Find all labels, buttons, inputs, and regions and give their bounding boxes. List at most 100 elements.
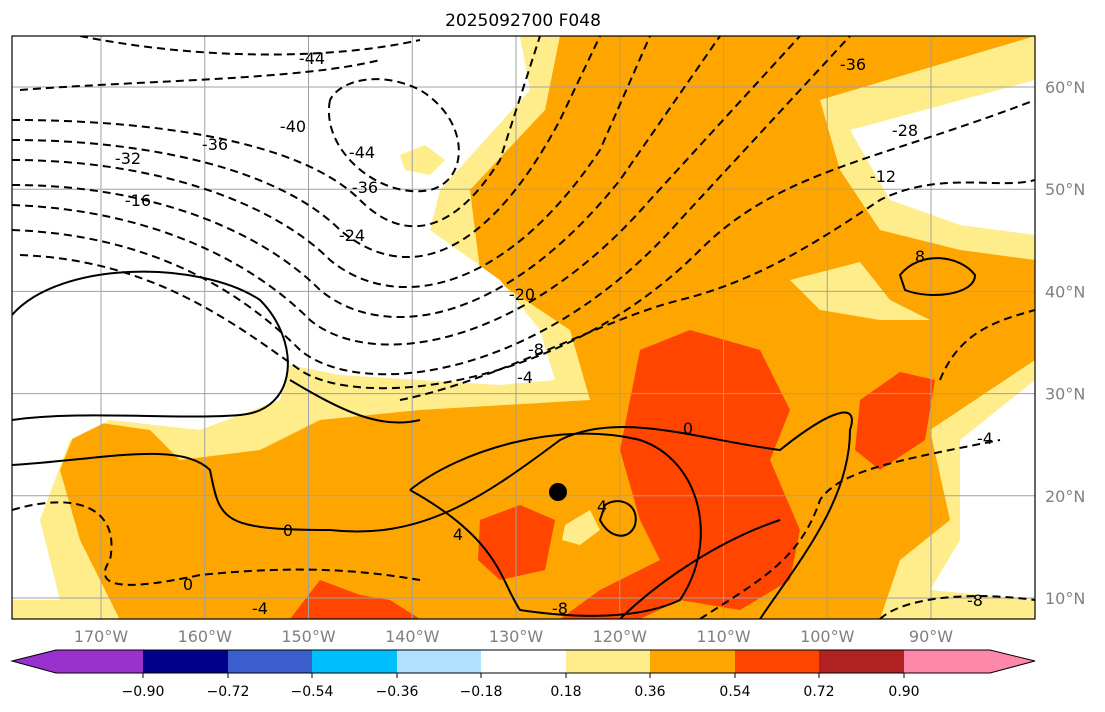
contour-label: -8 [552, 599, 568, 618]
colorbar-swatch [397, 650, 481, 673]
contour-dashed [327, 78, 460, 193]
contour-label: 0 [283, 521, 293, 540]
colorbar-swatch [650, 650, 735, 673]
contour-solid [898, 257, 977, 296]
contour-label: -28 [892, 121, 918, 140]
map-area: -44-40-44-36-32-16-36-24-20-8-4-36-28-12… [12, 36, 1035, 619]
colorbar-extend-min [12, 650, 143, 673]
contour-label: -8 [528, 340, 544, 359]
contour-label: -4 [252, 599, 268, 618]
contour-label: -44 [349, 143, 375, 162]
contour-dashed [12, 501, 421, 586]
contour-dashed [19, 59, 381, 91]
shading-white-se [930, 380, 1035, 600]
shading-red-south [290, 580, 420, 619]
colorbar-tick-label: 0.36 [634, 684, 665, 700]
contour-label: -44 [299, 49, 325, 68]
lon-tick-label: 120°W [593, 627, 648, 646]
lat-tick-label: 40°N [1045, 282, 1085, 301]
contour-label: -4 [517, 368, 533, 387]
contour-dashed [12, 36, 851, 376]
colorbar-swatch [228, 650, 312, 673]
colorbar: −0.90 −0.72 −0.54 −0.36 −0.18 0.18 0.36 0.54 0.7… [10, 649, 1036, 700]
contour-solid [598, 500, 637, 537]
contour-label: -36 [840, 55, 866, 74]
colorbar-swatch [566, 650, 650, 673]
lon-tick-label: 150°W [281, 627, 336, 646]
colorbar-tick-label: 0.18 [550, 684, 581, 700]
shading-yellow-patch [562, 510, 600, 545]
colorbar-tick-label: 0.72 [803, 684, 834, 700]
contour-dashed [12, 36, 601, 258]
colorbar-swatch [735, 650, 819, 673]
map-frame [11, 35, 1036, 620]
contour-label: 8 [915, 247, 925, 266]
colorbar-tick-label: −0.18 [460, 684, 503, 700]
colorbar-tick-label: 0.54 [719, 684, 750, 700]
colorbar-swatch [143, 650, 228, 673]
colorbar-outline [10, 649, 1036, 674]
contour-label: -24 [339, 226, 365, 245]
shading-red-mexico [560, 330, 800, 619]
contour-dashed [19, 99, 1035, 390]
shading-red-gulf [855, 372, 935, 470]
contour-label: -32 [115, 149, 141, 168]
contour-solid [12, 411, 853, 619]
contour-label: -36 [202, 135, 228, 154]
contour-label: -36 [352, 178, 378, 197]
contour-solid [619, 519, 781, 619]
lon-tick-label: 110°W [696, 627, 751, 646]
contour-label: -16 [125, 191, 151, 210]
storm-center-marker [549, 483, 567, 501]
lon-tick-label: 100°W [800, 627, 855, 646]
contour-label: 4 [597, 497, 607, 516]
colorbar-extend-max [904, 650, 1035, 673]
colorbar-tick-label: −0.36 [376, 684, 419, 700]
colorbar-tick-label: −0.54 [291, 684, 334, 700]
contour-solid [12, 270, 289, 421]
lat-tick-label: 20°N [1045, 487, 1085, 506]
lon-tick-label: 140°W [385, 627, 440, 646]
contour-dashed [12, 36, 651, 289]
map-title: 2025092700 F048 [445, 11, 601, 31]
shading-white-ne [850, 80, 1035, 235]
contour-label: -12 [870, 167, 896, 186]
contour-label: 0 [683, 419, 693, 438]
lon-tick-label: 160°W [178, 627, 233, 646]
shading-yellow-gulf-ak [400, 145, 445, 175]
contour-dashed [12, 36, 541, 228]
contour-labels: -44-40-44-36-32-16-36-24-20-8-4-36-28-12… [115, 49, 993, 618]
contour-dashed [879, 595, 1035, 619]
colorbar-swatch [819, 650, 904, 673]
lat-tick-label: 10°N [1045, 589, 1085, 608]
colorbar-swatch [312, 650, 397, 673]
colorbar-tick-label: −0.72 [207, 684, 250, 700]
colorbar-tick-label: 0.90 [888, 684, 919, 700]
latitude-ticks: 60°N 50°N 40°N 30°N 20°N 10°N [1045, 78, 1085, 608]
lon-tick-label: 90°W [909, 627, 953, 646]
lat-tick-label: 50°N [1045, 180, 1085, 199]
contour-label: 4 [453, 525, 463, 544]
lat-tick-label: 30°N [1045, 385, 1085, 404]
contour-dashed [399, 179, 1035, 401]
contour-dashed [699, 439, 1001, 619]
lat-tick-label: 60°N [1045, 78, 1085, 97]
contour-label: -20 [509, 285, 535, 304]
shading-white-nw [12, 36, 555, 600]
contour-dashed [79, 36, 421, 56]
contour-dashed [939, 309, 1035, 381]
contours [12, 36, 1035, 619]
contour-solid [289, 379, 421, 424]
lon-tick-label: 130°W [489, 627, 544, 646]
colorbar-swatch [481, 650, 566, 673]
longitude-ticks: 170°W 160°W 150°W 140°W 130°W 120°W 110°W 100°W… [74, 627, 953, 646]
contour-label: -40 [280, 117, 306, 136]
contour-solid [409, 432, 702, 617]
contour-label: -4 [977, 429, 993, 448]
lon-tick-label: 170°W [74, 627, 129, 646]
colorbar-tick-label: −0.90 [122, 684, 165, 700]
contour-label: -8 [967, 591, 983, 610]
contour-label: 0 [183, 575, 193, 594]
